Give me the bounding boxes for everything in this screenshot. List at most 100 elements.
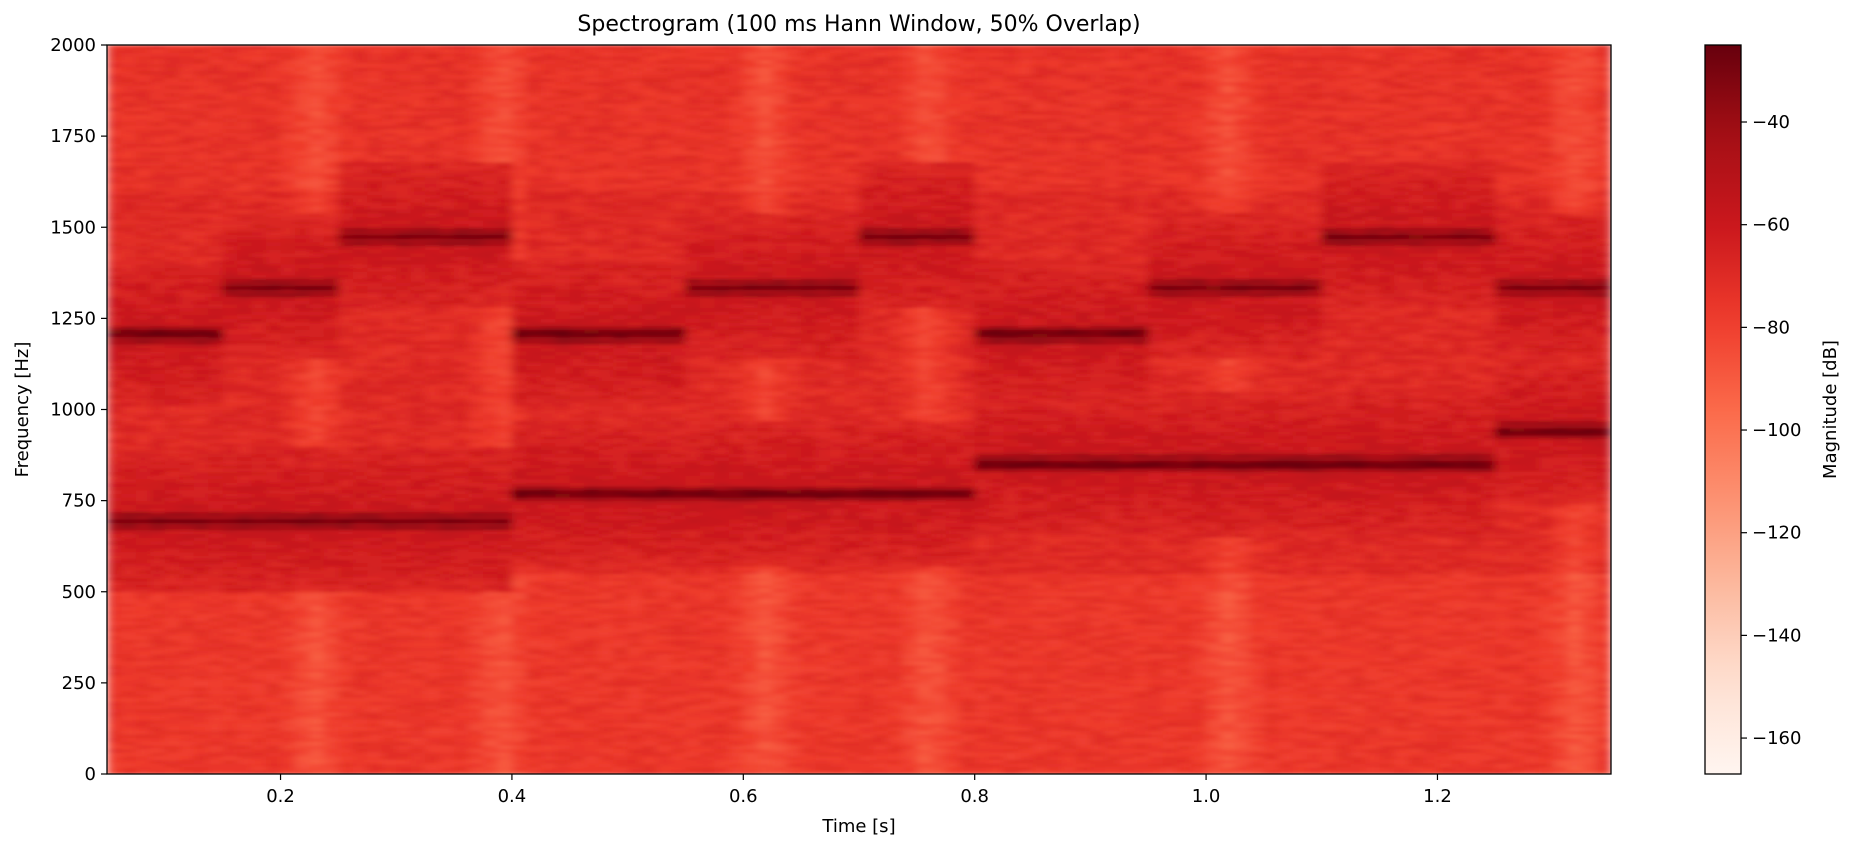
heatmap-cell (208, 650, 223, 654)
heatmap-cell (150, 479, 165, 483)
heatmap-cell (425, 479, 440, 483)
heatmap-cell (223, 635, 238, 639)
heatmap-cell (150, 588, 165, 592)
heatmap-cell (411, 530, 426, 534)
heatmap-cell (295, 661, 310, 665)
heatmap-cell (252, 603, 267, 607)
heatmap-cell (295, 209, 310, 213)
heatmap-cell (223, 727, 238, 731)
heatmap-cell (324, 574, 339, 578)
heatmap-cell (338, 537, 353, 541)
heatmap-cell (165, 275, 180, 279)
heatmap-cell (150, 592, 165, 596)
heatmap-cell (223, 96, 238, 100)
heatmap-cell (194, 129, 209, 133)
heatmap-cell (309, 603, 324, 607)
heatmap-cell (324, 293, 339, 297)
heatmap-cell (425, 92, 440, 96)
heatmap-cell (208, 752, 223, 756)
heatmap-cell (165, 169, 180, 173)
heatmap-cell (396, 366, 411, 370)
heatmap-cell (107, 417, 122, 421)
heatmap-cell (266, 654, 281, 658)
heatmap-cell (309, 103, 324, 107)
heatmap-cell (382, 767, 397, 771)
heatmap-cell (281, 297, 296, 301)
heatmap-cell (295, 479, 310, 483)
heatmap-cell (136, 333, 151, 337)
heatmap-cell (425, 122, 440, 126)
heatmap-cell (252, 275, 267, 279)
heatmap-cell (411, 373, 426, 377)
heatmap-cell (208, 366, 223, 370)
heatmap-cell (281, 198, 296, 202)
heatmap-cell (194, 304, 209, 308)
heatmap-cell (266, 282, 281, 286)
heatmap-cell (136, 501, 151, 505)
heatmap-cell (338, 442, 353, 446)
heatmap-cell (165, 738, 180, 742)
heatmap-cell (194, 705, 209, 709)
heatmap-cell (338, 439, 353, 443)
heatmap-cell (324, 275, 339, 279)
heatmap-cell (121, 260, 136, 264)
heatmap-cell (266, 180, 281, 184)
heatmap-cell (454, 705, 469, 709)
heatmap-cell (382, 103, 397, 107)
heatmap-cell (136, 187, 151, 191)
heatmap-cell (266, 727, 281, 731)
heatmap-cell (165, 184, 180, 188)
heatmap-cell (136, 708, 151, 712)
heatmap-cell (324, 169, 339, 173)
heatmap-cell (208, 235, 223, 239)
heatmap-cell (179, 151, 194, 155)
heatmap-cell (367, 461, 382, 465)
heatmap-cell (309, 122, 324, 126)
heatmap-cell (440, 158, 455, 162)
heatmap-cell (338, 56, 353, 60)
heatmap-cell (440, 431, 455, 435)
heatmap-cell (295, 158, 310, 162)
heatmap-cell (367, 194, 382, 198)
heatmap-cell (136, 446, 151, 450)
heatmap-cell (425, 464, 440, 468)
heatmap-cell (425, 504, 440, 508)
heatmap-cell (252, 194, 267, 198)
heatmap-cell (223, 446, 238, 450)
heatmap-cell (136, 617, 151, 621)
heatmap-cell (237, 227, 252, 231)
heatmap-cell (411, 548, 426, 552)
heatmap-cell (324, 71, 339, 75)
heatmap-cell (107, 632, 122, 636)
heatmap-cell (367, 399, 382, 403)
heatmap-cell (440, 216, 455, 220)
heatmap-cell (237, 552, 252, 556)
heatmap-cell (194, 537, 209, 541)
heatmap-cell (309, 143, 324, 147)
heatmap-cell (121, 450, 136, 454)
heatmap-cell (295, 253, 310, 257)
heatmap-cell (150, 78, 165, 82)
heatmap-cell (353, 508, 368, 512)
heatmap-cell (121, 275, 136, 279)
heatmap-cell (266, 191, 281, 195)
heatmap-cell (150, 413, 165, 417)
heatmap-cell (237, 315, 252, 319)
heatmap-cell (281, 676, 296, 680)
heatmap-cell (309, 530, 324, 534)
heatmap-cell (324, 676, 339, 680)
heatmap-cell (295, 504, 310, 508)
heatmap-cell (165, 628, 180, 632)
heatmap-cell (150, 665, 165, 669)
heatmap-cell (454, 103, 469, 107)
heatmap-cell (324, 508, 339, 512)
heatmap-cell (194, 617, 209, 621)
heatmap-cell (194, 158, 209, 162)
heatmap-cell (136, 519, 151, 523)
heatmap-cell (382, 187, 397, 191)
heatmap-cell (266, 442, 281, 446)
heatmap-cell (223, 311, 238, 315)
heatmap-cell (252, 738, 267, 742)
heatmap-cell (338, 205, 353, 209)
heatmap-cell (179, 763, 194, 767)
